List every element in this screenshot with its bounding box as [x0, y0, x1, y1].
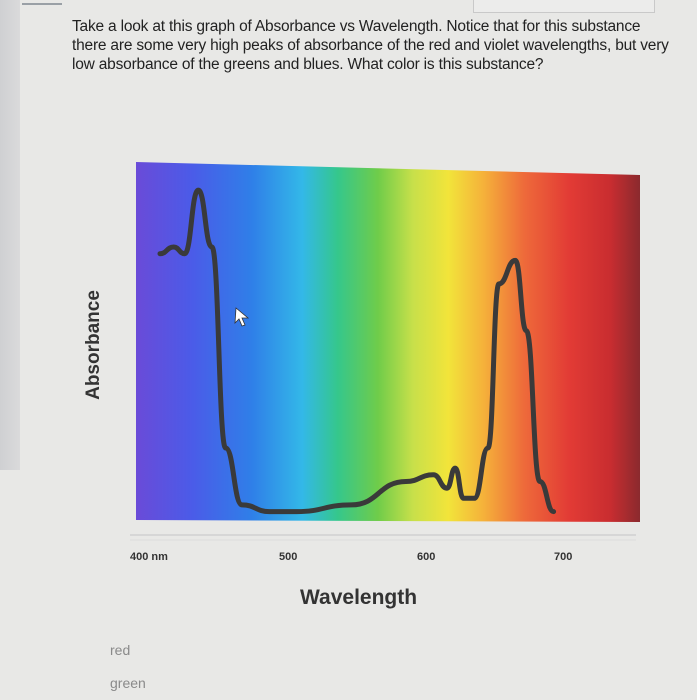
- x-tick-label: 400 nm: [130, 551, 168, 563]
- x-tick-label: 500: [279, 551, 298, 563]
- x-axis-label: Wavelength: [300, 586, 418, 609]
- top-rule: [22, 3, 62, 5]
- left-edge-strip: [0, 0, 20, 470]
- answer-option-red[interactable]: red: [110, 642, 131, 658]
- cursor-arrow-icon: [234, 307, 250, 327]
- y-axis-label: Absorbance: [83, 290, 104, 400]
- absorbance-curve: [157, 187, 557, 515]
- answer-option-green[interactable]: green: [110, 675, 146, 691]
- absorbance-chart: [130, 162, 640, 541]
- x-tick-label: 700: [554, 551, 573, 563]
- x-tick-label: 600: [417, 551, 436, 563]
- spectrum-background: [136, 162, 640, 522]
- top-tab: [473, 0, 655, 13]
- question-text: Take a look at this graph of Absorbance …: [72, 18, 669, 73]
